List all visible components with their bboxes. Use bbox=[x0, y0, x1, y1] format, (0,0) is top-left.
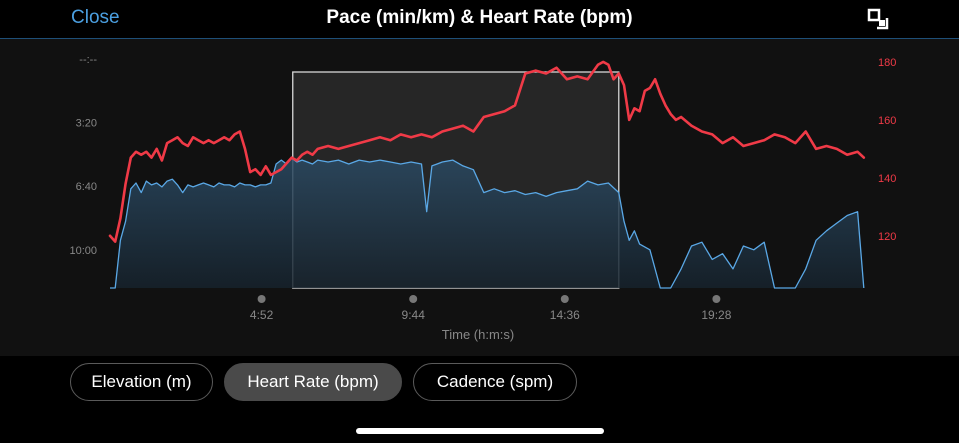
tab-heart-rate-label: Heart Rate (bpm) bbox=[247, 372, 379, 391]
pace-tick-label: 3:20 bbox=[76, 118, 97, 130]
pace-area bbox=[110, 158, 864, 288]
tab-elevation-label: Elevation (m) bbox=[91, 372, 192, 391]
expand-icon[interactable] bbox=[866, 7, 890, 31]
heart-rate-tick-label: 120 bbox=[878, 231, 896, 243]
metric-tabs: Elevation (m) Heart Rate (bpm) Cadence (… bbox=[0, 363, 959, 403]
time-tick-marker bbox=[560, 295, 569, 303]
heart-rate-tick-label: 160 bbox=[878, 115, 896, 127]
home-indicator[interactable] bbox=[356, 428, 604, 434]
heart-rate-tick-label: 180 bbox=[878, 57, 896, 69]
time-tick-label: 4:52 bbox=[250, 308, 274, 322]
tab-cadence[interactable]: Cadence (spm) bbox=[413, 363, 577, 401]
time-tick-marker bbox=[409, 295, 418, 303]
x-axis-label: Time (h:m:s) bbox=[442, 327, 514, 342]
tab-heart-rate[interactable]: Heart Rate (bpm) bbox=[224, 363, 402, 401]
header-bar: Close Pace (min/km) & Heart Rate (bpm) bbox=[0, 0, 959, 39]
time-tick-label: 9:44 bbox=[402, 308, 426, 322]
heart-rate-tick-label: 140 bbox=[878, 173, 896, 185]
pace-tick-label: --:-- bbox=[79, 54, 97, 66]
close-button[interactable]: Close bbox=[71, 7, 120, 28]
time-tick-label: 19:28 bbox=[701, 308, 731, 322]
time-tick-label: 14:36 bbox=[550, 308, 580, 322]
pace-line bbox=[110, 157, 865, 289]
time-tick-marker bbox=[712, 295, 721, 303]
pace-heart-rate-chart[interactable]: --:-- 3:20 6:40 10:00 180 160 140 120 4:52 9:44… bbox=[0, 39, 959, 356]
tab-cadence-label: Cadence (spm) bbox=[436, 372, 554, 391]
pace-tick-label: 10:00 bbox=[69, 245, 97, 257]
pace-tick-label: 6:40 bbox=[76, 181, 97, 193]
time-tick-marker bbox=[257, 295, 266, 303]
page-title: Pace (min/km) & Heart Rate (bpm) bbox=[326, 7, 633, 28]
tab-elevation[interactable]: Elevation (m) bbox=[70, 363, 213, 401]
heart-rate-line bbox=[108, 60, 866, 243]
chart-area[interactable]: --:-- 3:20 6:40 10:00 180 160 140 120 4:52 9:44… bbox=[0, 39, 959, 356]
